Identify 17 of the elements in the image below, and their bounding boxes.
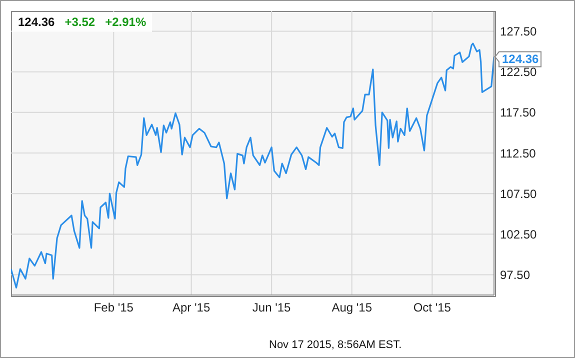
annotation: 124.36 [18, 15, 55, 29]
y-tick-label: 107.50 [500, 186, 538, 201]
annotation: +3.52 [64, 15, 96, 29]
x-tick-label: Feb '15 [94, 300, 134, 315]
x-tick-label: Oct '15 [413, 300, 452, 315]
annotation: 124.36 [502, 52, 540, 66]
y-tick-label: 127.50 [500, 24, 538, 39]
x-tick-label: Aug '15 [332, 300, 372, 315]
y-tick-label: 117.50 [500, 106, 536, 120]
y-tick-label: 97.50 [500, 268, 530, 282]
y-tick-label: 102.50 [500, 227, 538, 242]
annotation: +2.91% [105, 15, 146, 29]
y-tick-label: 112.50 [500, 146, 536, 160]
text: Nov 17 2015, 8:56AM EST. [269, 339, 402, 351]
x-tick-label: Jun '15 [252, 300, 292, 315]
x-tick-label: Apr '15 [172, 300, 210, 315]
y-tick-label: 122.50 [500, 65, 538, 80]
